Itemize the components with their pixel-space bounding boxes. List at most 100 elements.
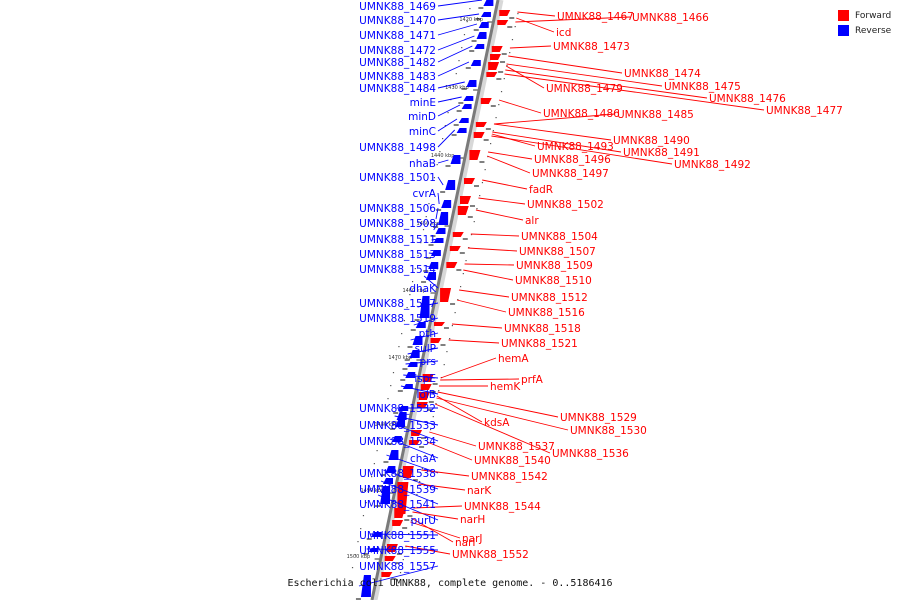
reverse-gene-label[interactable]: pth <box>419 328 436 340</box>
reverse-gene-label[interactable]: purU <box>411 515 436 527</box>
minor-dot <box>354 554 356 556</box>
reverse-gene-label[interactable]: UMNK88_1519 <box>359 313 436 325</box>
reverse-gene-label[interactable]: sulP <box>415 343 436 355</box>
forward-gene-label[interactable]: UMNK88_1542 <box>471 471 548 483</box>
reverse-gene-label[interactable]: dhaK <box>409 283 437 295</box>
forward-gene-label[interactable]: kdsA <box>484 417 510 429</box>
minor-dot <box>466 21 468 23</box>
minor-dot <box>500 91 503 93</box>
forward-gene-label[interactable]: UMNK88_1504 <box>521 231 598 243</box>
reverse-gene-block <box>407 336 423 348</box>
reverse-gene-label[interactable]: UMNK88_1472 <box>359 45 436 57</box>
reverse-gene-label[interactable]: UMNK88_1551 <box>359 530 436 542</box>
minor-dot <box>428 203 430 205</box>
reverse-gene-label[interactable]: UMNK88_1541 <box>359 499 436 511</box>
forward-gene-label[interactable]: UMNK88_1476 <box>709 93 786 105</box>
forward-gene-block <box>384 556 400 564</box>
svg-text:UMNK88_1513: UMNK88_1513 <box>359 249 436 261</box>
reverse-gene-block <box>430 228 446 237</box>
forward-gene-label[interactable]: narH <box>460 514 485 526</box>
reverse-gene-label[interactable]: UMNK88_1508 <box>359 218 436 230</box>
reverse-gene-label[interactable]: UMNK88_1471 <box>359 30 436 42</box>
forward-gene-label[interactable]: hemK <box>490 381 521 393</box>
forward-gene-block <box>416 402 432 411</box>
reverse-gene-label[interactable]: chaA <box>410 453 437 465</box>
tick-mark: 1500 kbp <box>347 554 380 560</box>
forward-gene-label[interactable]: UMNK88_1516 <box>508 307 585 319</box>
forward-gene-label[interactable]: UMNK88_1491 <box>623 147 700 159</box>
reverse-gene-label[interactable]: UMNK88_1538 <box>359 468 436 480</box>
reverse-connector <box>437 35 475 51</box>
reverse-gene-label[interactable]: UMNK88_1539 <box>359 484 436 496</box>
forward-gene-label[interactable]: fadR <box>529 184 553 196</box>
forward-gene-label[interactable]: UMNK88_1486 <box>543 108 620 120</box>
forward-gene-label[interactable]: UMNK88_1521 <box>501 338 578 350</box>
forward-gene-label[interactable]: UMNK88_1552 <box>452 549 529 561</box>
forward-gene-label[interactable]: UMNK88_1477 <box>766 105 843 117</box>
reverse-gene-label[interactable]: UMNK88_1470 <box>359 15 436 27</box>
forward-gene-label[interactable]: UMNK88_1492 <box>674 159 751 171</box>
reverse-gene-label[interactable]: UMNK88_1484 <box>359 83 436 95</box>
forward-gene-label[interactable]: UMNK88_1536 <box>552 448 629 460</box>
reverse-gene-label[interactable]: ispE <box>414 373 436 385</box>
forward-gene-label[interactable]: UMNK88_1496 <box>534 154 611 166</box>
reverse-gene-label[interactable]: prs <box>420 356 436 368</box>
reverse-gene-label[interactable]: UMNK88_1501 <box>359 172 436 184</box>
forward-gene-label[interactable]: UMNK88_1544 <box>464 501 541 513</box>
forward-gene-label[interactable]: UMNK88_1537 <box>478 441 555 453</box>
reverse-gene-label[interactable]: UMNK88_1498 <box>359 142 436 154</box>
forward-gene-label[interactable]: narJ <box>462 533 483 545</box>
forward-gene-label[interactable]: narI <box>455 537 476 549</box>
forward-gene-label[interactable]: UMNK88_1474 <box>624 68 701 80</box>
forward-gene-label[interactable]: UMNK88_1518 <box>504 323 581 335</box>
forward-gene-label[interactable]: UMNK88_1479 <box>546 83 623 95</box>
forward-gene-label[interactable]: UMNK88_1473 <box>553 41 630 53</box>
forward-gene-label[interactable]: UMNK88_1530 <box>570 425 647 437</box>
reverse-gene-label[interactable]: nhaB <box>409 158 436 170</box>
forward-gene-label[interactable]: hemA <box>498 353 529 365</box>
tick-mark: 1460 kbp <box>402 288 436 294</box>
forward-gene-label[interactable]: UMNK88_1490 <box>613 135 690 147</box>
forward-gene-label[interactable]: UMNK88_1502 <box>527 199 604 211</box>
reverse-gene-label[interactable]: lolB <box>417 389 436 401</box>
reverse-gene-label[interactable]: minE <box>410 97 436 109</box>
reverse-gene-label[interactable]: UMNK88_1469 <box>359 1 436 13</box>
reverse-gene-label[interactable]: UMNK88_1534 <box>359 436 436 448</box>
reverse-gene-label[interactable]: minD <box>408 111 436 123</box>
reverse-connector <box>413 317 439 326</box>
reverse-gene-label[interactable]: UMNK88_1555 <box>359 545 436 557</box>
forward-gene-label[interactable]: UMNK88_1475 <box>664 81 741 93</box>
minor-dot <box>484 169 486 171</box>
forward-gene-label[interactable]: UMNK88_1509 <box>516 260 593 272</box>
forward-gene-label[interactable]: UMNK88_1540 <box>474 455 551 467</box>
svg-text:narK: narK <box>467 485 492 497</box>
reverse-gene-label[interactable]: UMNK88_1506 <box>359 203 436 215</box>
forward-gene-label[interactable]: UMNK88_1510 <box>515 275 592 287</box>
forward-gene-label[interactable]: UMNK88_1497 <box>532 168 609 180</box>
legend-forward: Forward <box>838 8 891 23</box>
reverse-gene-label[interactable]: UMNK88_1557 <box>359 561 436 573</box>
forward-gene-label[interactable]: UMNK88_1493 <box>537 141 614 153</box>
reverse-gene-label[interactable]: minC <box>409 126 436 138</box>
reverse-gene-label[interactable]: UMNK88_1482 <box>359 57 436 69</box>
forward-gene-label[interactable]: UMNK88_1507 <box>519 246 596 258</box>
forward-gene-label[interactable]: icd <box>556 27 571 39</box>
reverse-gene-label[interactable]: cvrA <box>413 188 437 200</box>
reverse-gene-block <box>473 22 489 31</box>
forward-gene-label[interactable]: UMNK88_1467 <box>557 11 634 23</box>
forward-gene-label[interactable]: UMNK88_1529 <box>560 412 637 424</box>
forward-gene-label[interactable]: prfA <box>521 374 544 386</box>
forward-gene-label[interactable]: UMNK88_1466 <box>632 12 709 24</box>
reverse-gene-label[interactable]: UMNK88_1514 <box>359 264 436 276</box>
forward-gene-label[interactable]: UMNK88_1485 <box>617 109 694 121</box>
reverse-gene-label[interactable]: UMNK88_1533 <box>359 420 436 432</box>
forward-gene-label[interactable]: UMNK88_1512 <box>511 292 588 304</box>
forward-gene-label[interactable]: alr <box>525 215 539 227</box>
reverse-gene-label[interactable]: UMNK88_1513 <box>359 249 436 261</box>
reverse-gene-label[interactable]: UMNK88_1483 <box>359 71 436 83</box>
reverse-gene-label[interactable]: UMNK88_1532 <box>359 403 436 415</box>
reverse-gene-label[interactable]: UMNK88_1511 <box>359 234 436 246</box>
minor-dot <box>459 286 462 288</box>
forward-gene-label[interactable]: narK <box>467 485 492 497</box>
reverse-gene-label[interactable]: UMNK88_1517 <box>359 298 436 310</box>
